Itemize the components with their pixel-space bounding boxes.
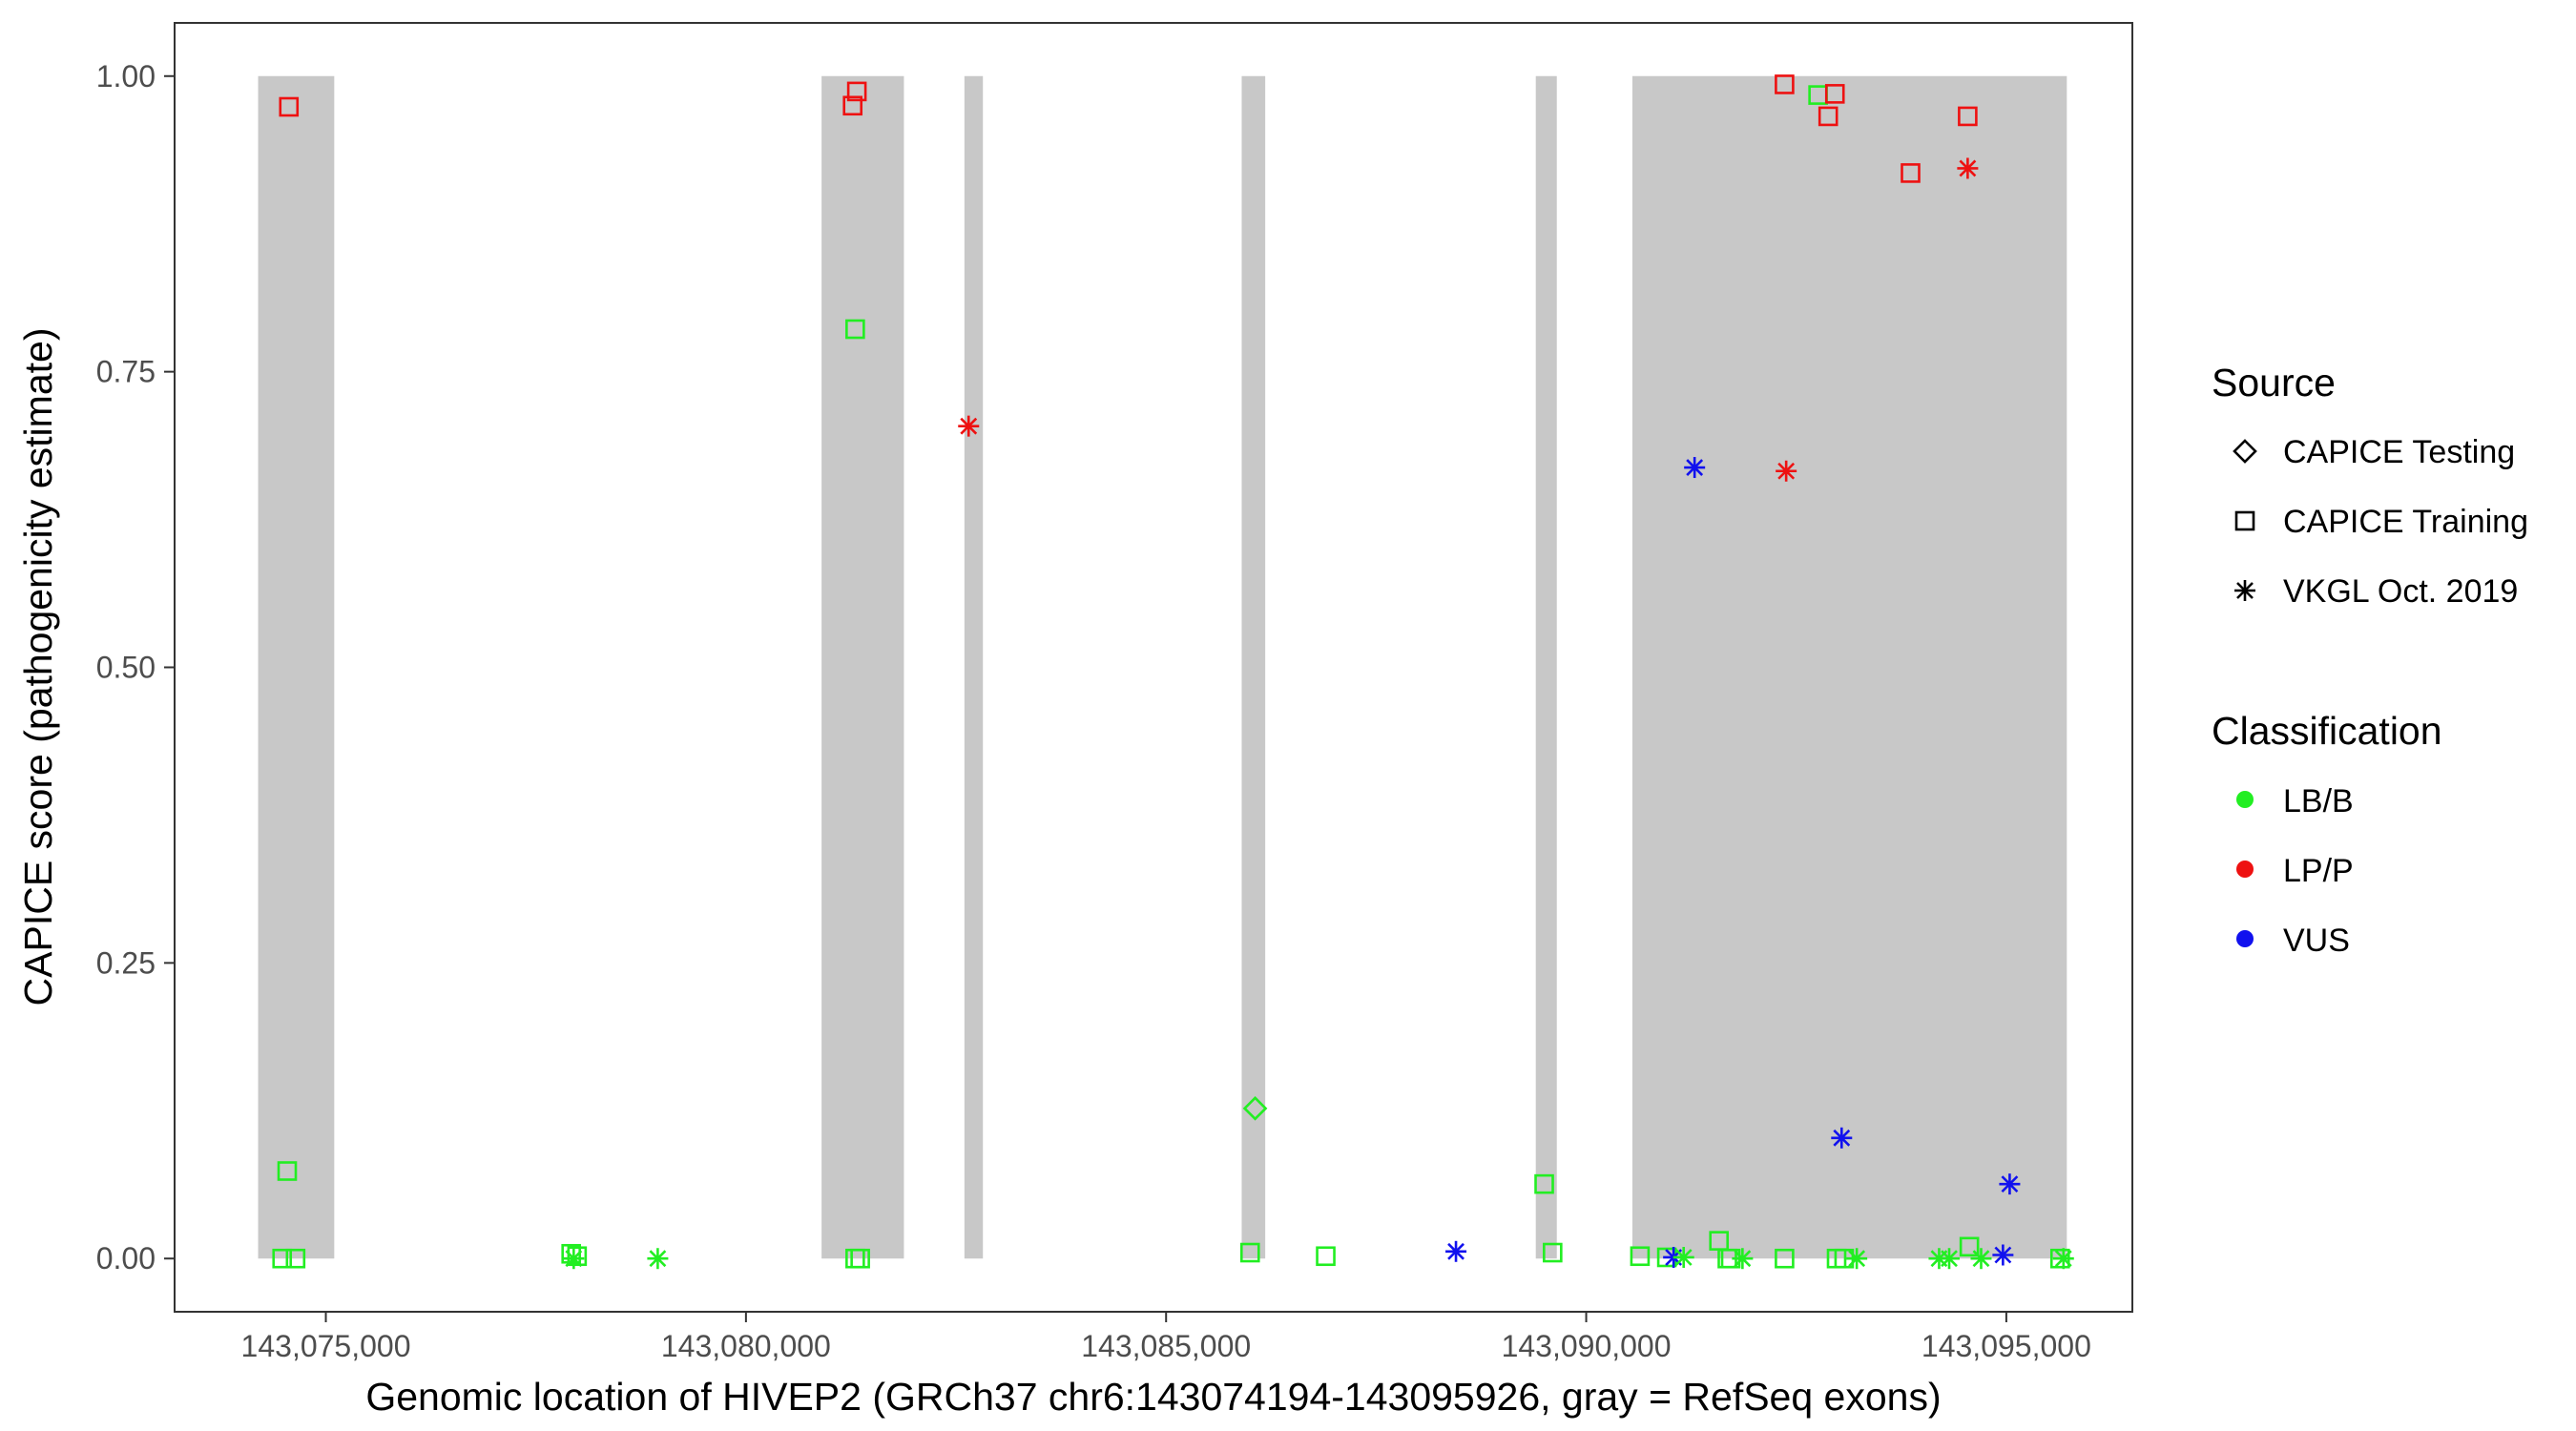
- data-point-vus-47: [1992, 1244, 2014, 1266]
- data-point-lb-b-7: [563, 1248, 585, 1270]
- legend-item-lbb: LB/B: [2283, 783, 2354, 819]
- y-axis-title: CAPICE score (pathogenicity estimate): [16, 328, 60, 1006]
- data-point-lb-b-8: [647, 1248, 669, 1270]
- data-point-lb-b-6: [567, 1246, 588, 1267]
- exon-bands: [258, 75, 2067, 1259]
- legend-source-keys: [2233, 439, 2257, 601]
- data-point-lp-p-35: [1824, 84, 1845, 104]
- data-point-lb-b-19: [1534, 1173, 1554, 1194]
- legend-class-keys: [2236, 791, 2254, 947]
- legend-item-capice-training: CAPICE Training: [2283, 504, 2528, 540]
- data-point-lp-p-9: [842, 95, 863, 116]
- data-point-lb-b-15: [1242, 1095, 1268, 1121]
- legend-key-vus: [2236, 930, 2254, 947]
- x-tick-label: 143,090,000: [1502, 1329, 1672, 1363]
- exon-band-2: [821, 75, 904, 1259]
- data-point-lp-p-34: [1818, 106, 1839, 127]
- legend-item-vus: VUS: [2283, 923, 2350, 959]
- data-point-lb-b-2: [277, 1161, 298, 1181]
- data-point-lb-b-46: [1970, 1248, 1992, 1270]
- data-point-lb-b-13: [850, 1248, 870, 1269]
- data-point-lp-p-1: [279, 96, 300, 117]
- data-point-vus-25: [1684, 457, 1706, 479]
- data-point-lp-p-30: [1775, 74, 1795, 94]
- x-tick-label: 143,095,000: [1922, 1329, 2091, 1363]
- legend-classification-title: Classification: [2212, 709, 2442, 753]
- legend-item-lpp: LP/P: [2283, 853, 2354, 889]
- data-point-lb-b-20: [1543, 1242, 1563, 1263]
- data-point-lb-b-32: [1775, 1248, 1795, 1269]
- data-point-lb-b-4: [285, 1248, 306, 1269]
- legend-key-lp-p: [2236, 861, 2254, 878]
- data-point-lb-b-24: [1672, 1246, 1694, 1268]
- data-point-vus-18: [1445, 1240, 1467, 1262]
- data-point-lp-p-10: [846, 81, 867, 102]
- exon-band-5: [1535, 75, 1557, 1259]
- data-point-lb-b-29: [1732, 1248, 1754, 1270]
- legend-item-vkgl: VKGL Oct. 2019: [2283, 573, 2518, 610]
- data-point-lb-b-17: [1316, 1246, 1336, 1267]
- legend-key-capice-testing: [2233, 439, 2257, 464]
- y-tick-label: 0.00: [96, 1241, 156, 1275]
- data-point-lp-p-43: [1958, 106, 1978, 127]
- data-point-vus-48: [1999, 1173, 2021, 1195]
- legend-item-capice-testing: CAPICE Testing: [2283, 434, 2515, 470]
- x-tick-label: 143,075,000: [241, 1329, 411, 1363]
- legend-key-lb-b: [2236, 791, 2254, 808]
- exon-band-3: [964, 75, 984, 1259]
- data-points: [272, 74, 2074, 1270]
- y-tick-label: 0.50: [96, 651, 156, 685]
- legend-source-title: Source: [2212, 361, 2336, 404]
- exon-band-6: [1631, 75, 2067, 1259]
- x-axis-title: Genomic location of HIVEP2 (GRCh37 chr6:…: [365, 1375, 1941, 1419]
- data-point-lb-b-21: [1630, 1246, 1651, 1267]
- y-tick-label: 1.00: [96, 59, 156, 93]
- data-point-lb-b-45: [1959, 1236, 1980, 1257]
- legend: Source CAPICE Testing CAPICE Training VK…: [2212, 361, 2528, 959]
- legend-key-vkgl-oct-2019: [2234, 580, 2255, 601]
- exon-band-1: [258, 75, 335, 1259]
- data-point-lp-p-31: [1776, 460, 1797, 482]
- y-tick-label: 0.75: [96, 355, 156, 389]
- data-point-lb-b-42: [1939, 1248, 1961, 1270]
- x-tick-label: 143,085,000: [1081, 1329, 1251, 1363]
- axes: 143,075,000 143,080,000 143,085,000 143,090…: [96, 59, 2091, 1363]
- data-point-lb-b-39: [1846, 1248, 1868, 1270]
- data-point-lb-b-11: [845, 319, 865, 340]
- data-point-lb-b-50: [2052, 1248, 2074, 1270]
- data-point-lb-b-3: [272, 1248, 293, 1269]
- data-point-lb-b-16: [1239, 1242, 1260, 1263]
- data-point-lp-p-44: [1957, 157, 1979, 179]
- y-tick-label: 0.25: [96, 945, 156, 980]
- exon-band-4: [1241, 75, 1266, 1259]
- legend-key-capice-training: [2234, 510, 2255, 531]
- x-tick-label: 143,080,000: [661, 1329, 831, 1363]
- data-point-lp-p-14: [958, 415, 980, 437]
- data-point-vus-37: [1831, 1127, 1853, 1149]
- data-point-lp-p-40: [1901, 163, 1921, 183]
